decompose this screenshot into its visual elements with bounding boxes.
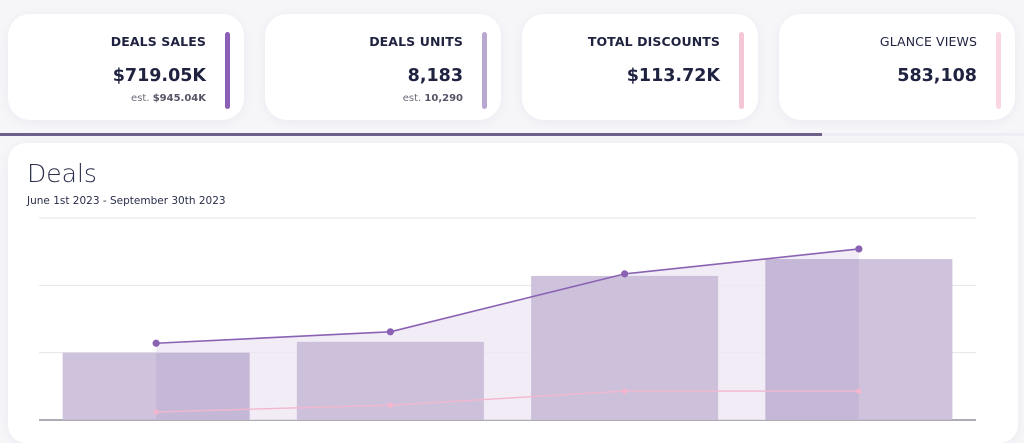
kpi-estimate-value: $945.04K: [152, 93, 206, 104]
bar-overlay: [765, 259, 859, 420]
kpi-label: DEALS UNITS: [369, 34, 463, 49]
kpi-estimate: est. $945.04K: [131, 93, 206, 104]
bar: [531, 275, 719, 420]
series-area: [156, 248, 859, 420]
series-point: [152, 339, 160, 347]
kpi-estimate: est. 10,290: [403, 93, 463, 104]
kpi-card-glance-views[interactable]: GLANCE VIEWS 583,108: [779, 14, 1015, 120]
series-point: [386, 328, 394, 336]
series-point: [153, 409, 159, 415]
series-point: [621, 270, 629, 278]
kpi-value: $113.72K: [626, 66, 720, 86]
kpi-label: DEALS SALES: [110, 34, 206, 49]
kpi-estimate-value: 10,290: [424, 93, 463, 104]
deals-chart-card: Deals June 1st 2023 - September 30th 202…: [8, 143, 1018, 443]
deals-chart: [39, 217, 976, 421]
series-point: [387, 402, 394, 408]
kpi-label: GLANCE VIEWS: [879, 34, 977, 49]
kpi-value: 583,108: [897, 66, 977, 86]
bar-overlay: [156, 352, 250, 420]
kpi-value: 8,183: [407, 66, 463, 86]
chart-title: Deals: [27, 159, 97, 188]
kpi-estimate-prefix: est.: [131, 93, 150, 104]
kpi-label: TOTAL DISCOUNTS: [587, 34, 720, 49]
series-point: [855, 245, 863, 253]
kpi-card-deals-sales[interactable]: DEALS SALES $719.05K est. $945.04K: [8, 14, 244, 120]
chart-subtitle: June 1st 2023 - September 30th 2023: [27, 195, 226, 207]
series-point: [621, 388, 628, 394]
series-line: [156, 390, 859, 413]
loading-progress-fill: [0, 133, 823, 136]
kpi-card-total-discounts[interactable]: TOTAL DISCOUNTS $113.72K: [522, 14, 758, 120]
kpi-accent-bar: [996, 32, 1001, 109]
loading-progress-bar: [0, 133, 1024, 136]
kpi-accent-bar: [739, 32, 744, 109]
kpi-accent-bar: [482, 32, 487, 109]
kpi-estimate-prefix: est.: [402, 93, 422, 104]
kpi-accent-bar: [225, 32, 230, 109]
kpi-card-deals-units[interactable]: DEALS UNITS 8,183 est. 10,290: [265, 14, 501, 120]
series-point: [856, 388, 862, 394]
kpi-row: DEALS SALES $719.05K est. $945.04K DEALS…: [0, 0, 1024, 135]
kpi-value: $719.05K: [112, 66, 206, 86]
series-line: [156, 248, 859, 345]
bar: [296, 341, 484, 420]
